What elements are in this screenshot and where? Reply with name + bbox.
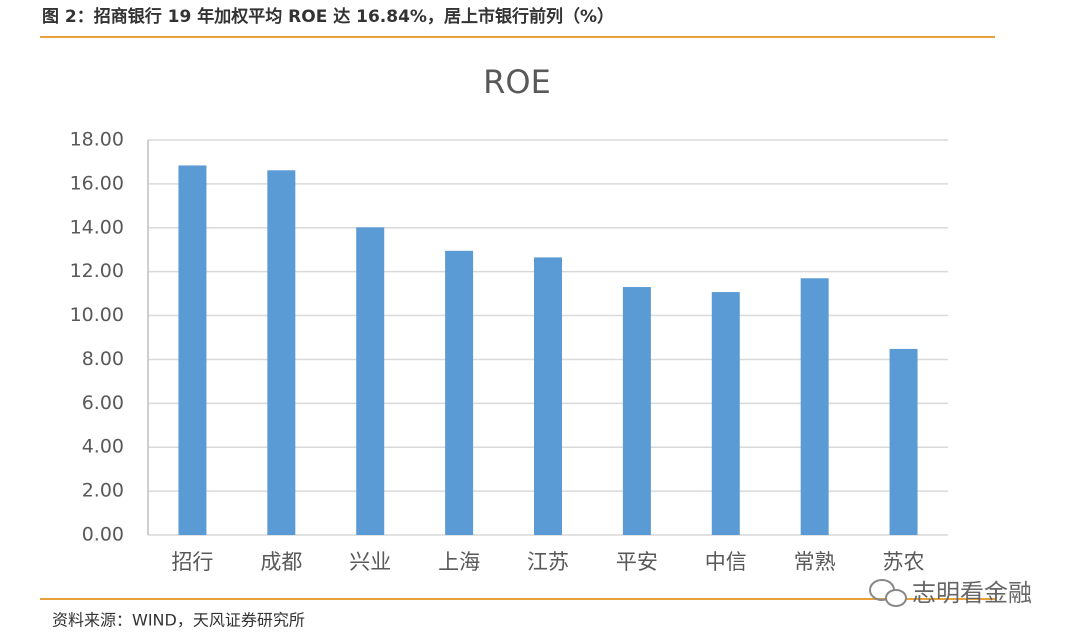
- bar: [800, 278, 829, 535]
- watermark: 志明看金融: [912, 579, 1032, 607]
- x-tick-label: 常熟: [794, 550, 836, 574]
- y-tick-label: 8.00: [82, 348, 124, 370]
- y-tick-label: 16.00: [70, 172, 124, 194]
- x-tick-label: 江苏: [527, 550, 569, 574]
- y-tick-label: 6.00: [82, 392, 124, 414]
- chart-title: ROE: [483, 63, 551, 101]
- bar: [356, 227, 385, 536]
- bar: [267, 170, 296, 536]
- watermark-icon: [869, 579, 907, 607]
- page-title: 图 2：招商银行 19 年加权平均 ROE 达 16.84%，居上市银行前列（%…: [42, 6, 614, 27]
- bar: [711, 292, 740, 535]
- plot-area: 0.00 2.00 4.00 6.00 8.00 10.00 12.00 14.00 16.00…: [70, 129, 948, 574]
- x-tick-label: 招行: [171, 550, 213, 574]
- y-tick-label: 4.00: [82, 436, 124, 458]
- y-tick-label: 18.00: [70, 129, 124, 151]
- source-note: 资料来源：WIND，天风证券研究所: [52, 611, 305, 630]
- bar: [534, 257, 562, 535]
- bar: [622, 287, 651, 535]
- y-tick-label: 10.00: [70, 304, 124, 326]
- bar: [178, 165, 207, 535]
- x-tick-label: 成都: [260, 550, 302, 574]
- y-tick-label: 0.00: [82, 524, 124, 546]
- x-tick-label: 平安: [616, 550, 658, 574]
- y-tick-label: 2.00: [82, 480, 124, 502]
- bar: [889, 348, 918, 535]
- x-tick-label: 中信: [705, 550, 747, 574]
- y-tick-label: 12.00: [70, 260, 124, 282]
- x-tick-label: 上海: [438, 550, 480, 574]
- x-tick-label: 苏农: [883, 550, 925, 574]
- y-tick-label: 14.00: [70, 216, 124, 238]
- x-tick-label: 兴业: [349, 550, 391, 574]
- bar: [445, 250, 474, 535]
